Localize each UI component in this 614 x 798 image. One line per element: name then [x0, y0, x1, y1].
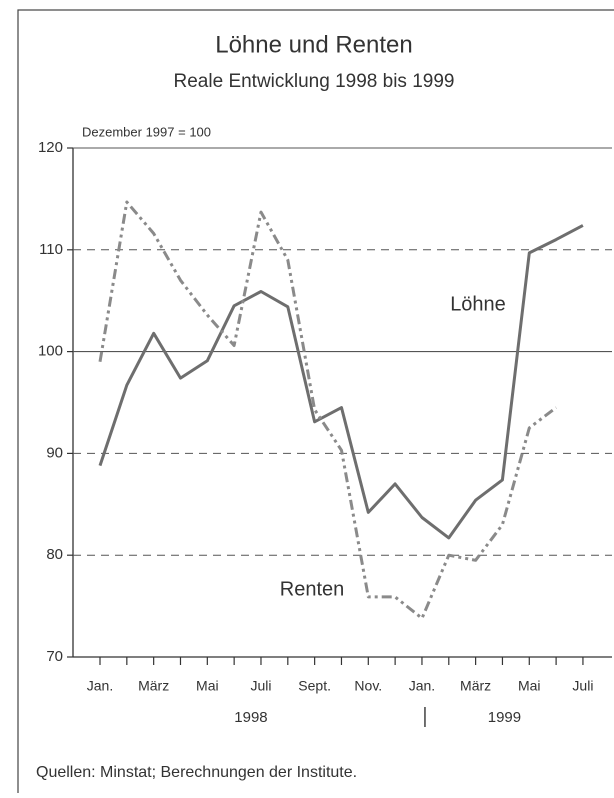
series-line [98, 200, 558, 620]
y-tick-label: 90 [46, 444, 63, 461]
x-tick-label: Jan. [87, 678, 113, 694]
x-tick-label: Juli [250, 678, 271, 694]
x-tick-label: Mai [196, 678, 219, 694]
y-tick-label: 100 [38, 343, 63, 360]
y-tick-label: 80 [46, 546, 63, 563]
series-label: Löhne [450, 293, 506, 315]
x-tick-label: Mai [518, 678, 541, 694]
source-note: Quellen: Minstat; Berechnungen der Insti… [36, 764, 357, 781]
chart-title: Löhne und Renten [215, 31, 413, 58]
y-tick-label: 110 [39, 241, 63, 258]
chart-subtitle: Reale Entwicklung 1998 bis 1999 [174, 71, 455, 92]
x-tick-label: Jan. [409, 678, 435, 694]
series-label: Renten [280, 578, 345, 600]
x-tick-label: Nov. [354, 678, 382, 694]
y-tick-label: 120 [38, 139, 63, 156]
x-tick-label: Sept. [298, 678, 331, 694]
x-tick-label: März [460, 678, 491, 694]
y-axis-label: Dezember 1997 = 100 [82, 124, 211, 139]
year-label: 1999 [488, 709, 521, 726]
frame [17, 9, 614, 798]
year-label: 1998 [234, 709, 267, 726]
series-line [98, 224, 584, 540]
x-tick-label: Juli [572, 678, 593, 694]
x-tick-label: März [138, 678, 169, 694]
y-tick-label: 70 [46, 648, 63, 665]
